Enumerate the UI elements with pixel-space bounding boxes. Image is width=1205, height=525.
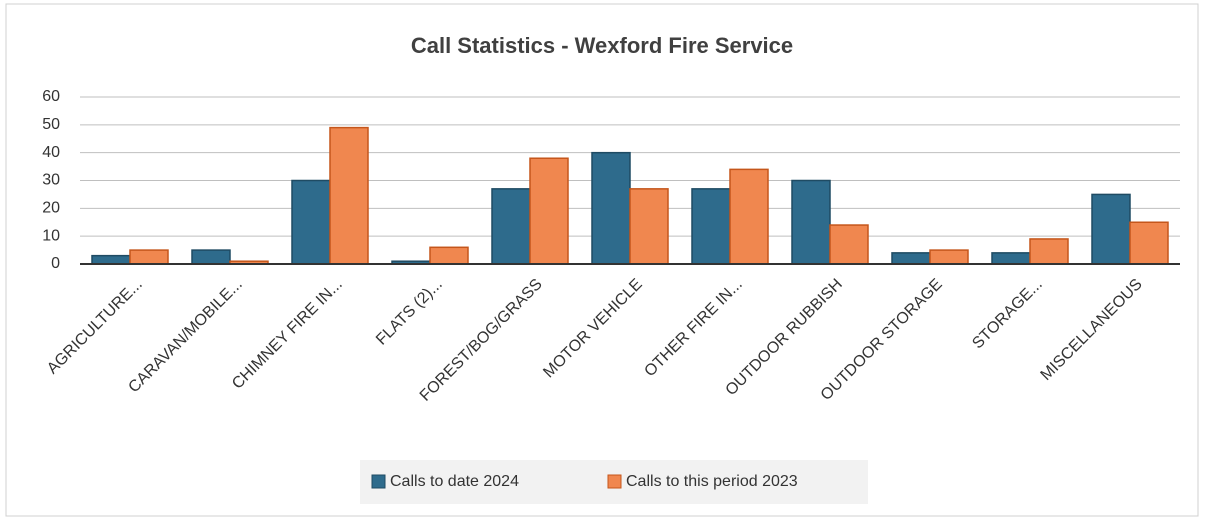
bar (829, 224, 869, 265)
bar (891, 252, 931, 265)
bar (1091, 193, 1131, 265)
legend-label: Calls to date 2024 (390, 473, 519, 490)
y-tick-label: 60 (42, 88, 60, 105)
legend-swatch (371, 474, 386, 489)
y-tick-label: 0 (51, 255, 60, 272)
bar (591, 151, 631, 265)
bar (429, 246, 469, 265)
bar (191, 249, 231, 265)
bar (991, 252, 1031, 265)
y-tick-label: 50 (42, 116, 60, 133)
bar (791, 179, 831, 265)
bar (329, 126, 369, 265)
bar (929, 249, 969, 265)
bar (91, 254, 131, 265)
bar (729, 168, 769, 265)
bar (529, 157, 569, 265)
bar (691, 188, 731, 265)
y-tick-label: 30 (42, 172, 60, 189)
bar (1129, 221, 1169, 265)
y-tick-label: 10 (42, 227, 60, 244)
y-tick-label: 40 (42, 144, 60, 161)
bar (629, 188, 669, 265)
bar (491, 188, 531, 265)
legend-label: Calls to this period 2023 (626, 473, 798, 490)
bar (291, 179, 331, 265)
chart-title: Call Statistics - Wexford Fire Service (411, 33, 793, 58)
bar (1029, 238, 1069, 265)
bar (129, 249, 169, 265)
legend-swatch (607, 474, 622, 489)
y-tick-label: 20 (42, 200, 60, 217)
